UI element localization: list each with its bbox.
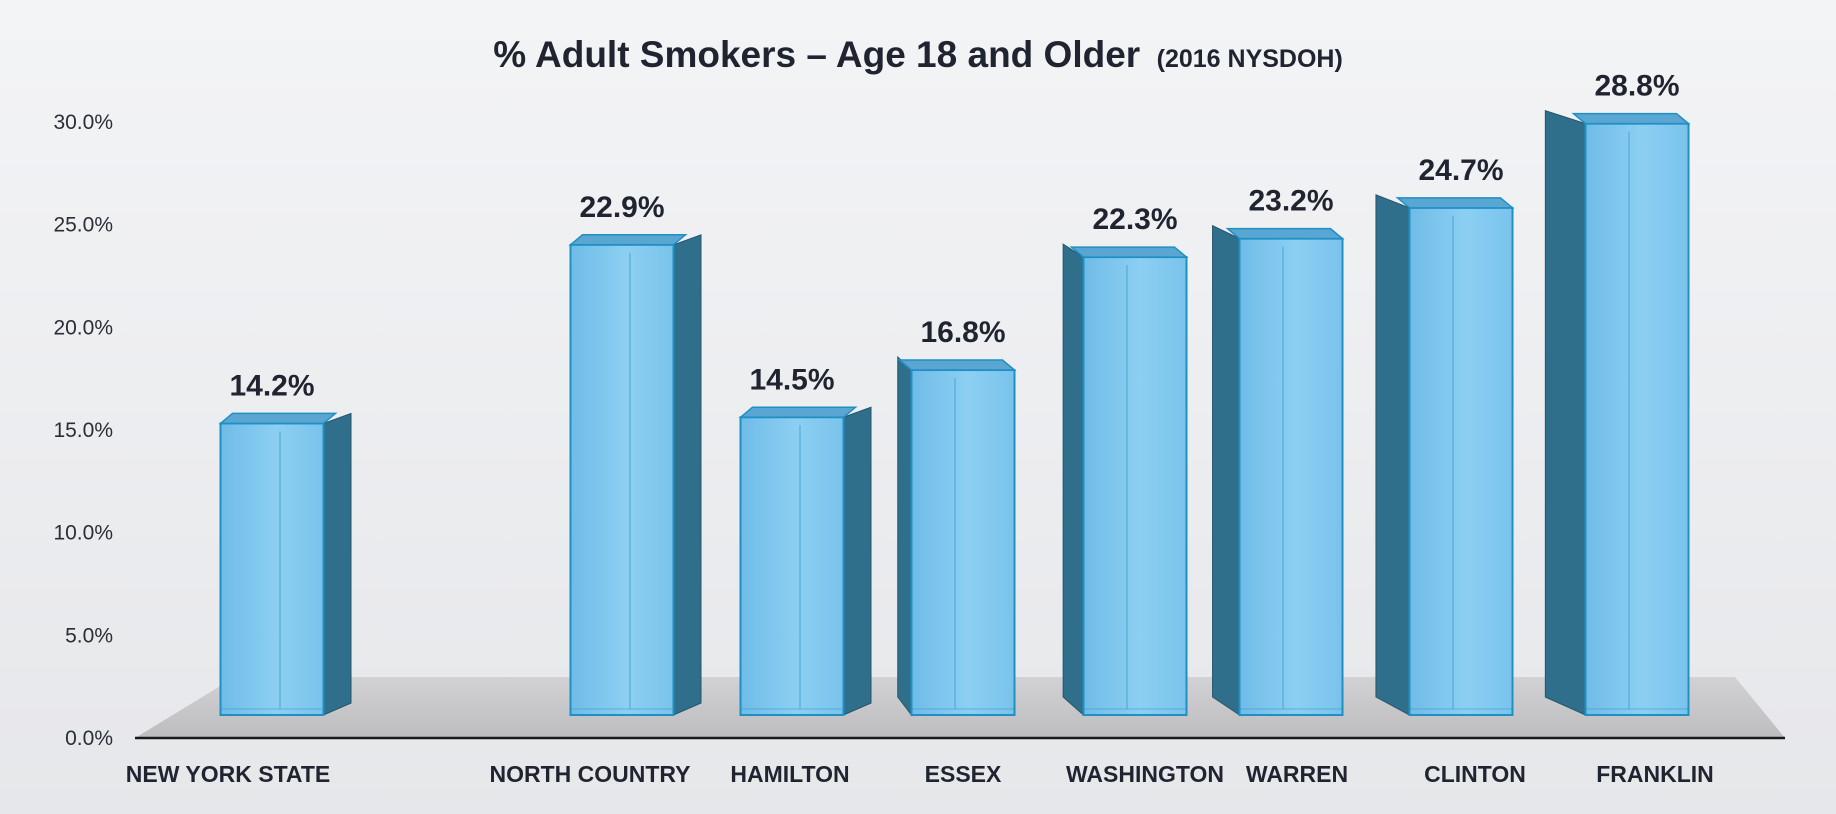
- bar: [218, 412, 352, 716]
- bar-front-face: [1238, 237, 1344, 716]
- bar-top-face: [1069, 246, 1189, 258]
- data-label: 14.2%: [229, 369, 314, 402]
- bar: [1544, 109, 1691, 716]
- x-tick-label: WARREN: [1246, 761, 1348, 787]
- bar-side-face: [673, 234, 702, 716]
- data-label: 22.3%: [1092, 203, 1177, 236]
- bar-side-face: [323, 412, 352, 716]
- x-tick-label: CLINTON: [1424, 761, 1526, 787]
- bar-front-face: [569, 243, 675, 717]
- x-tick-label: FRANKLIN: [1596, 761, 1714, 787]
- chart-subtitle: (2016 NYSDOH): [1157, 45, 1343, 73]
- bar: [1062, 243, 1189, 717]
- data-labels: 14.2% 22.9% 14.5% 16.8% 22.3% 23.2% 24.7% 28.8%: [229, 70, 1679, 403]
- bar-side-face: [843, 406, 872, 716]
- y-tick-label: 25.0%: [53, 214, 113, 237]
- bar-top-face: [568, 234, 688, 246]
- data-label: 14.5%: [749, 363, 834, 396]
- bar-side-face: [897, 355, 912, 717]
- bar-top-face: [738, 406, 858, 419]
- y-axis: 0.0% 5.0% 10.0% 15.0% 20.0% 25.0% 30.0%: [53, 111, 113, 750]
- bar-front-face: [219, 422, 325, 716]
- x-tick-label: ESSEX: [925, 761, 1002, 787]
- chart-title: % Adult Smokers – Age 18 and Older (2016…: [493, 34, 1343, 75]
- bar-top-face: [1225, 227, 1345, 240]
- y-tick-label: 30.0%: [53, 111, 113, 134]
- data-label: 16.8%: [920, 316, 1005, 349]
- x-tick-label: NEW YORK STATE: [126, 761, 330, 787]
- bar-top-face: [897, 359, 1017, 371]
- bar-top-face: [1395, 197, 1515, 209]
- y-tick-label: 0.0%: [65, 727, 113, 750]
- y-tick-label: 20.0%: [53, 316, 113, 339]
- bar-front-face: [1082, 256, 1188, 716]
- bar-side-face: [1212, 224, 1240, 716]
- bar: [568, 234, 702, 717]
- bar-top-face: [1571, 112, 1691, 125]
- chart-title-main: % Adult Smokers – Age 18 and Older: [493, 34, 1140, 75]
- data-label: 28.8%: [1594, 70, 1679, 103]
- data-label: 23.2%: [1248, 185, 1333, 218]
- bar-side-face: [1062, 243, 1084, 717]
- bar: [897, 355, 1017, 717]
- x-axis: NEW YORK STATE NORTH COUNTRY HAMILTON ESSEX…: [126, 761, 1714, 787]
- bar-top-face: [218, 412, 338, 425]
- bar: [1212, 224, 1345, 716]
- bar-side-face: [1544, 109, 1586, 716]
- bar: [1375, 194, 1515, 716]
- y-tick-label: 10.0%: [53, 522, 113, 545]
- bar-side-face: [1375, 194, 1410, 716]
- bar: [738, 406, 872, 716]
- x-tick-label: NORTH COUNTRY: [489, 761, 690, 787]
- y-tick-label: 5.0%: [65, 624, 113, 647]
- bars: [218, 109, 1691, 717]
- bar-front-face: [1584, 122, 1690, 716]
- bar-front-face: [739, 416, 845, 716]
- y-tick-label: 15.0%: [53, 419, 113, 442]
- data-label: 22.9%: [579, 191, 664, 224]
- data-label: 24.7%: [1418, 154, 1503, 187]
- bar-front-face: [1408, 206, 1514, 716]
- x-tick-label: HAMILTON: [730, 761, 849, 787]
- bar-front-face: [910, 369, 1016, 716]
- x-tick-label: WASHINGTON: [1066, 761, 1224, 787]
